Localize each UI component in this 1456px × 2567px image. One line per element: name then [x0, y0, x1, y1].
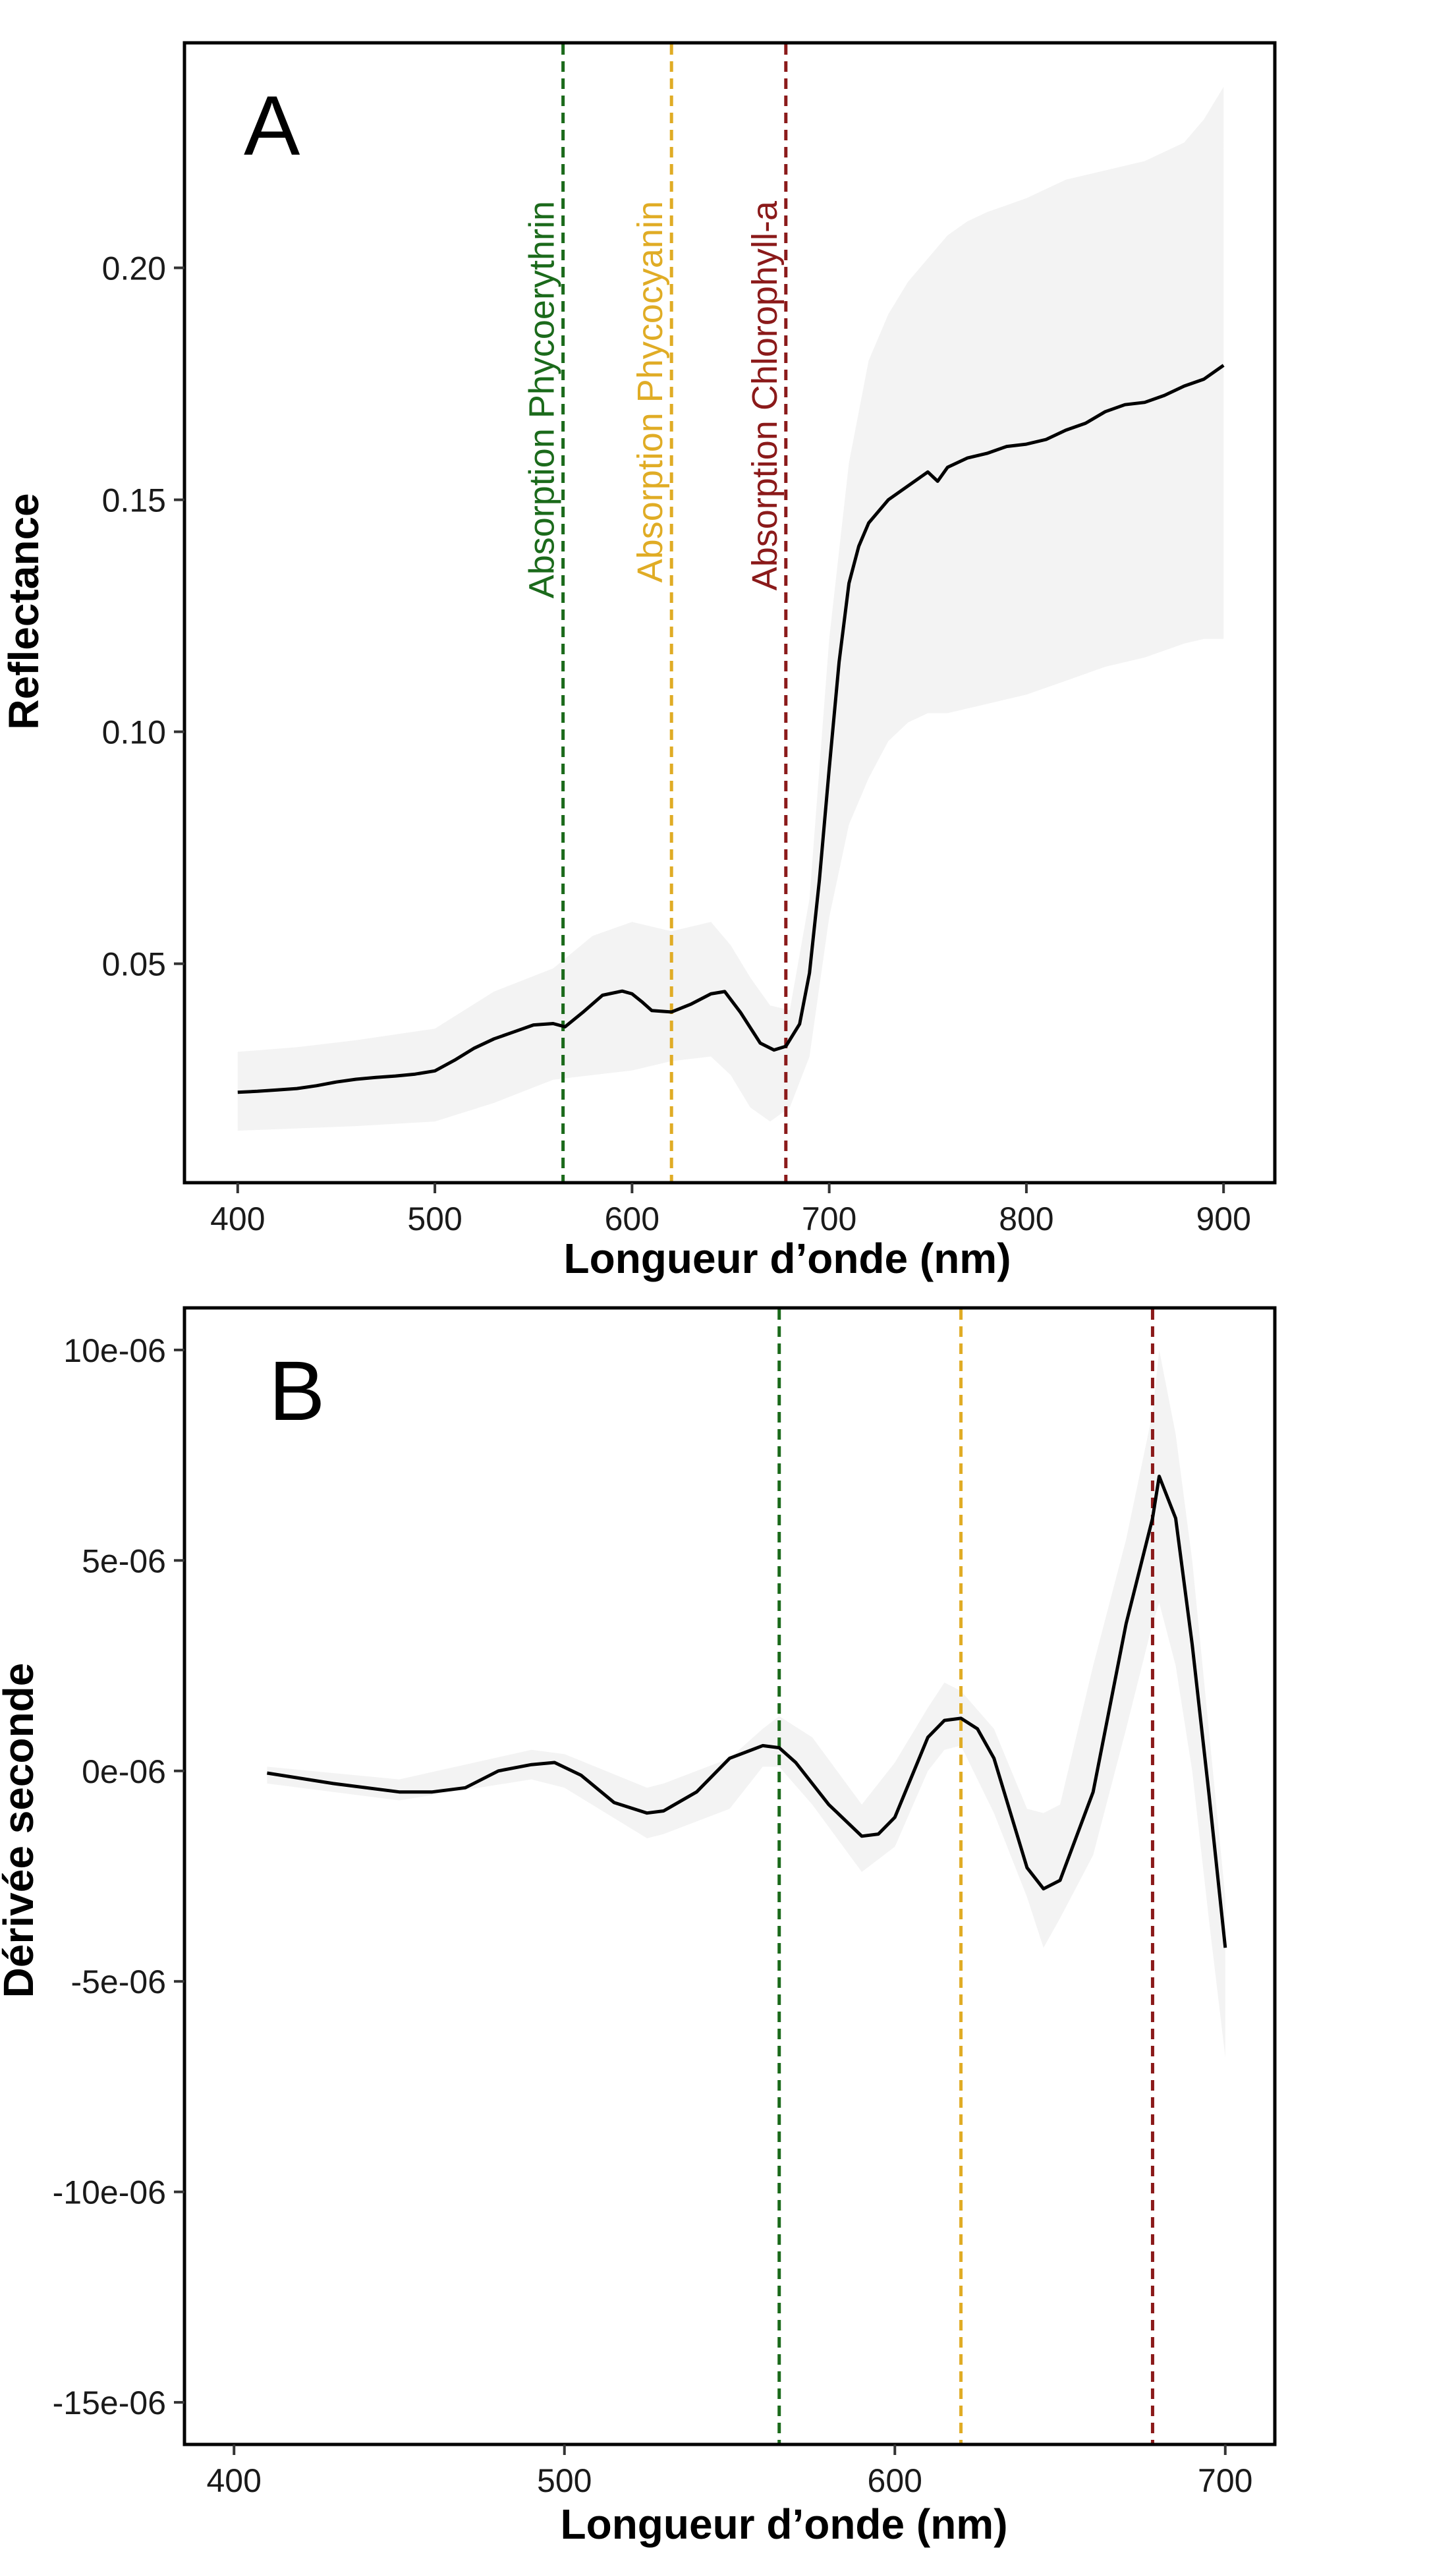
- panel-a: Absorption Phycoerythrin Absorption Phyco…: [102, 41, 1277, 1237]
- panel-b-y-tick-label-1: 10e-06: [63, 1332, 166, 1369]
- panel-a-y-tick-label-1: 0.05: [102, 946, 166, 983]
- panel-b-series-line-1: [267, 1475, 1227, 1948]
- panel-b-y-tick-label-2: 5e-06: [82, 1542, 166, 1579]
- panel-a-y-tick-label-3: 0.15: [102, 482, 166, 519]
- panel-a-vline-label-3: Absorption Chlorophyll-a: [745, 200, 785, 590]
- panel-a-confidence-band: [237, 86, 1224, 1131]
- panel-a-x-tick-label-500: 500: [407, 1200, 462, 1237]
- panel-a-y-tick-label-4: 0.20: [102, 250, 166, 287]
- panel-b-y-tick-label-4: -5e-06: [70, 1963, 166, 2000]
- panel-b-x-tick-label-600: 600: [868, 2462, 922, 2499]
- panel-a-x-tick-label-400: 400: [210, 1200, 265, 1237]
- panel-b-letter: B: [269, 1344, 325, 1438]
- panel-b-frame: [182, 1306, 1277, 2446]
- panel-a-series-line-1: [237, 364, 1225, 1094]
- panel-a-x-tick-label-700: 700: [802, 1200, 856, 1237]
- panel-a-vline-label-2: Absorption Phycocyanin: [630, 201, 670, 582]
- panel-a-x-tick-label-800: 800: [999, 1200, 1053, 1237]
- panel-a-frame: [182, 41, 1277, 1185]
- panel-b-x-tick-label-700: 700: [1198, 2462, 1252, 2499]
- panel-a-y-tick-label-2: 0.10: [102, 714, 166, 751]
- panel-a-vline-label-1: Absorption Phycoerythrin: [522, 201, 562, 598]
- panel-b-x-tick-label-500: 500: [537, 2462, 592, 2499]
- panel-b-x-axis-title: Longueur d’onde (nm): [561, 2500, 1008, 2548]
- panel-b-y-tick-label-3: 0e-06: [82, 1753, 166, 1790]
- panel-b: 400 500 600 700 10e-06 5e-06 0e-06 -5e-06 -10e-0…: [53, 1306, 1277, 2499]
- panel-b-y-tick-label-6: -15e-06: [53, 2384, 166, 2421]
- panel-a-y-axis-title: Reflectance: [0, 493, 47, 729]
- panel-a-letter: A: [244, 79, 300, 173]
- panel-b-y-tick-label-5: -10e-06: [53, 2174, 166, 2211]
- panel-a-x-axis-title: Longueur d’onde (nm): [564, 1235, 1011, 1282]
- panel-b-x-tick-label-400: 400: [207, 2462, 262, 2499]
- panel-a-x-tick-label-900: 900: [1196, 1200, 1250, 1237]
- panel-b-y-axis-title: Dérivée seconde: [0, 1663, 42, 1998]
- panel-a-x-tick-label-600: 600: [605, 1200, 659, 1237]
